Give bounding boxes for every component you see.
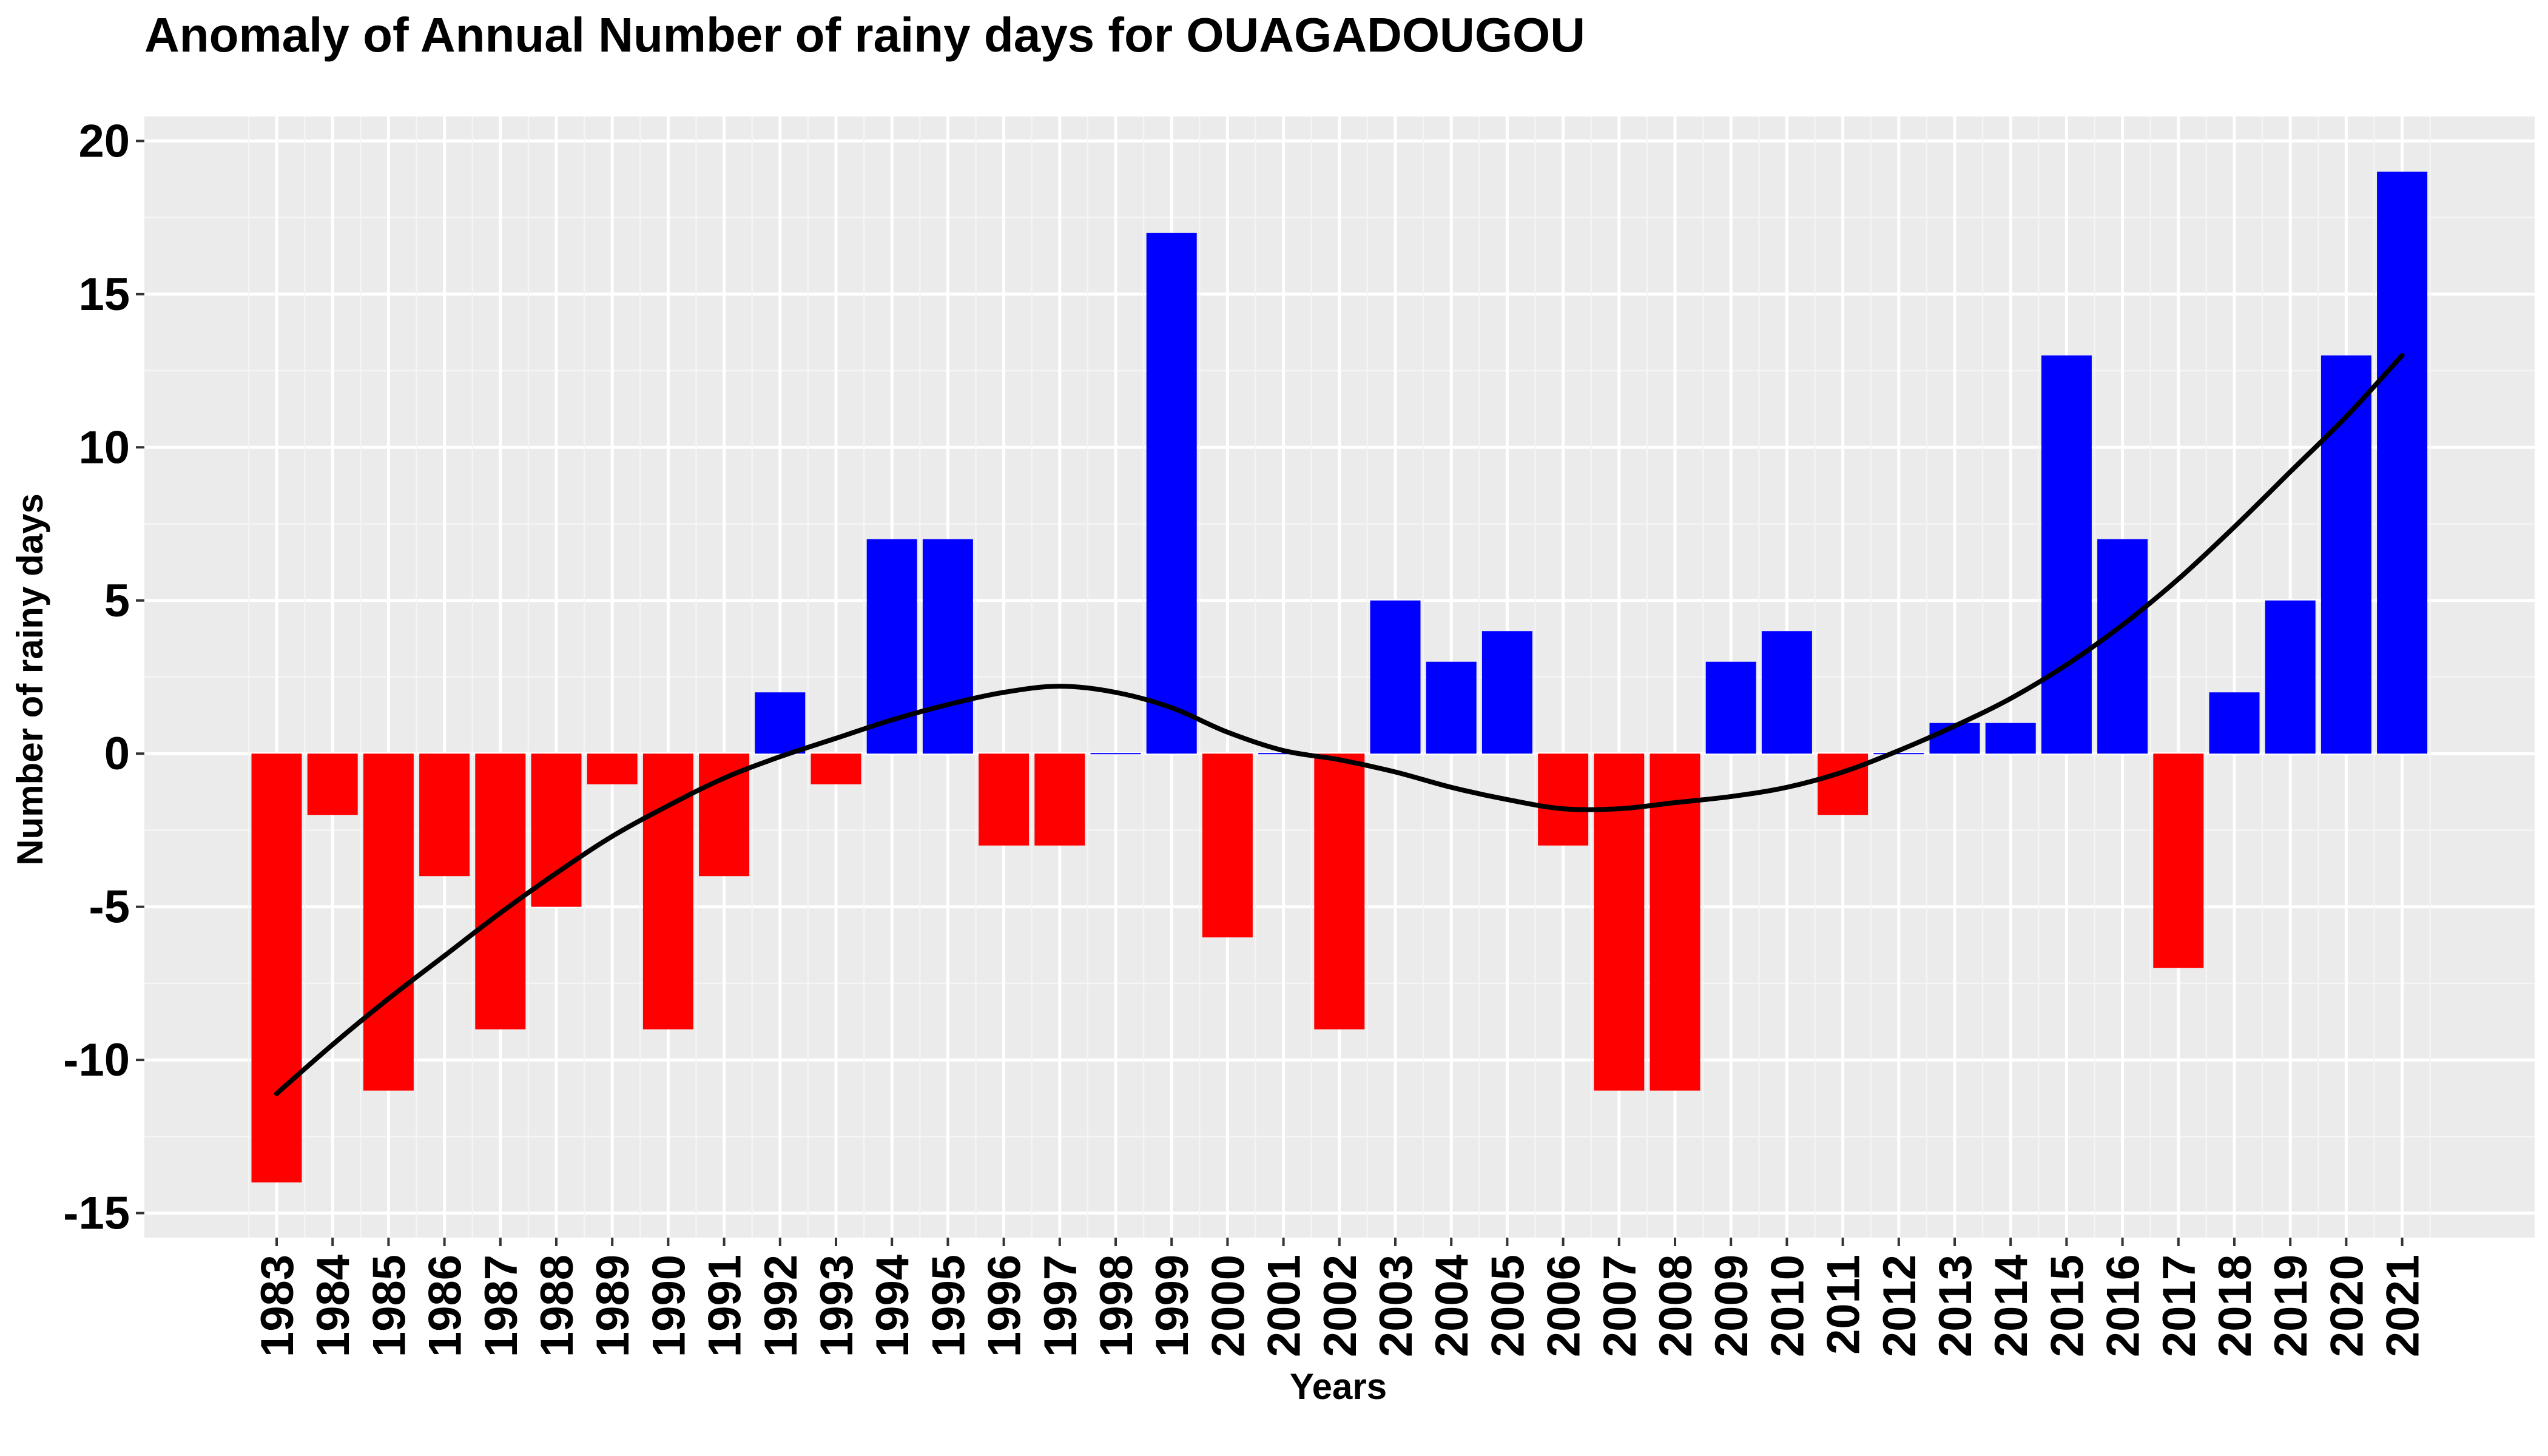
bar-2007 [1594, 753, 1645, 1091]
bar-2019 [2265, 600, 2316, 754]
x-tick-label: 1995 [923, 1255, 974, 1357]
x-axis: 1983 1984 1985 1986 1987 1988 1989 1990 1991 1992… [252, 1238, 2429, 1357]
x-tick-label: 2016 [2098, 1255, 2149, 1357]
bar-2010 [1761, 631, 1812, 754]
bar-1984 [307, 753, 358, 815]
x-tick-label: 1989 [587, 1255, 639, 1357]
bar-2012 [1873, 753, 1924, 755]
x-tick-label: 1993 [811, 1255, 863, 1357]
x-tick-label: 1998 [1091, 1255, 1142, 1357]
x-tick-label: 1994 [867, 1255, 918, 1357]
y-tick-label: 10 [78, 422, 130, 473]
x-tick-label: 2008 [1650, 1255, 1702, 1357]
x-tick-label: 2009 [1706, 1255, 1758, 1357]
bar-2009 [1705, 661, 1756, 754]
y-tick-label: -10 [63, 1034, 130, 1086]
bar-1989 [587, 753, 638, 784]
bar-1993 [811, 753, 861, 784]
bar-1986 [419, 753, 470, 877]
bar-2003 [1370, 600, 1421, 754]
bar-2018 [2209, 692, 2260, 754]
x-tick-label: 1984 [308, 1255, 359, 1357]
chart-title: Anomaly of Annual Number of rainy days f… [144, 8, 1585, 62]
bar-2021 [2377, 171, 2428, 754]
trend-line-group [274, 352, 2405, 1096]
bar-1999 [1146, 232, 1197, 754]
y-tick-label: -5 [89, 881, 130, 933]
trend-line [274, 352, 2405, 1096]
x-tick-label: 2001 [1259, 1255, 1310, 1357]
bar-2016 [2097, 539, 2148, 754]
bar-2008 [1650, 753, 1700, 1091]
x-tick-label: 2007 [1594, 1255, 1646, 1357]
x-tick-label: 2021 [2378, 1255, 2429, 1357]
bar-2006 [1538, 753, 1589, 846]
bar-2001 [1258, 753, 1309, 755]
bar-1992 [755, 692, 806, 754]
x-tick-label: 2005 [1482, 1255, 1534, 1357]
bar-1985 [363, 753, 414, 1091]
x-tick-label: 2020 [2321, 1255, 2373, 1357]
x-tick-label: 2013 [1930, 1255, 1981, 1357]
y-tick-label: -15 [63, 1188, 130, 1239]
x-axis-title: Years [1290, 1366, 1387, 1407]
x-tick-label: 1987 [476, 1255, 527, 1357]
y-tick-label: 5 [104, 575, 130, 627]
x-tick-label: 2014 [1986, 1255, 2037, 1357]
bar-2002 [1314, 753, 1365, 1030]
x-tick-label: 1985 [363, 1255, 415, 1357]
x-tick-label: 2002 [1315, 1255, 1366, 1357]
bar-1988 [531, 753, 582, 907]
x-tick-label: 2012 [1874, 1255, 1926, 1357]
y-tick-label: 20 [78, 115, 130, 167]
bar-1998 [1090, 753, 1141, 755]
x-tick-label: 1999 [1147, 1255, 1198, 1357]
x-tick-label: 2000 [1202, 1255, 1254, 1357]
bar-2005 [1481, 631, 1532, 754]
x-tick-label: 1990 [643, 1255, 695, 1357]
x-tick-label: 2004 [1426, 1255, 1478, 1357]
bar-1983 [251, 753, 302, 1183]
bar-1996 [979, 753, 1030, 846]
bar-2011 [1818, 753, 1869, 815]
x-tick-label: 2018 [2209, 1255, 2261, 1357]
y-tick-label: 0 [104, 728, 130, 780]
x-tick-label: 2017 [2154, 1255, 2205, 1357]
x-tick-label: 2006 [1539, 1255, 1590, 1357]
x-tick-label: 1991 [699, 1255, 751, 1357]
y-axis: 20 15 10 5 0 -5 -10 -15 [63, 115, 144, 1239]
x-tick-label: 2015 [2041, 1255, 2093, 1357]
bar-1995 [922, 539, 973, 754]
bar-2014 [1985, 723, 2036, 754]
x-tick-label: 2003 [1370, 1255, 1422, 1357]
y-axis-title: Number of rainy days [10, 493, 50, 866]
bar-1991 [699, 753, 750, 877]
bar-1997 [1034, 753, 1085, 846]
x-tick-label: 2010 [1762, 1255, 1813, 1357]
x-tick-label: 1992 [755, 1255, 807, 1357]
bar-2020 [2320, 355, 2371, 754]
grid-lines [144, 116, 2535, 1238]
bar-2000 [1202, 753, 1253, 938]
bar-1987 [475, 753, 526, 1030]
x-tick-label: 1988 [531, 1255, 583, 1357]
bar-2004 [1426, 661, 1477, 754]
x-tick-label: 1983 [252, 1255, 303, 1357]
x-tick-label: 1996 [979, 1255, 1031, 1357]
bar-2015 [2041, 355, 2092, 754]
x-tick-label: 2019 [2265, 1255, 2317, 1357]
x-tick-label: 1997 [1035, 1255, 1087, 1357]
bar-2017 [2153, 753, 2204, 968]
x-tick-label: 2011 [1818, 1255, 1870, 1355]
y-tick-label: 15 [78, 269, 130, 320]
x-tick-label: 1986 [420, 1255, 471, 1357]
